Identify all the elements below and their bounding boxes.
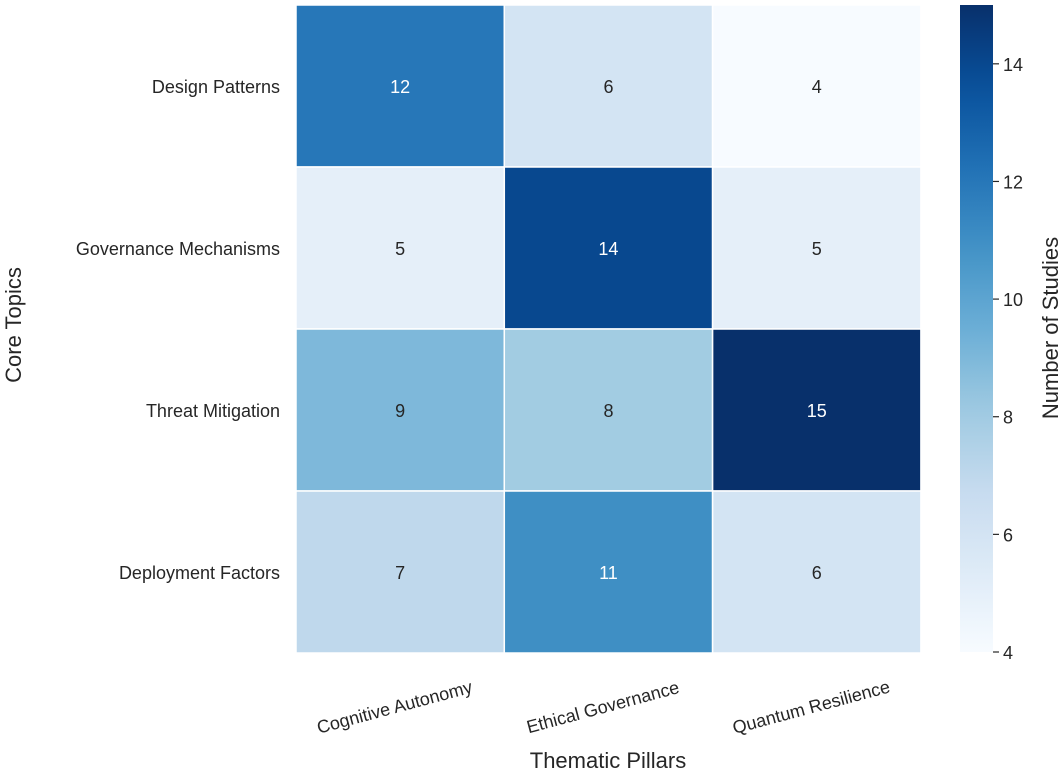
colorbar-tick-label: 14	[1003, 55, 1023, 75]
colorbar-tick-label: 4	[1003, 643, 1013, 663]
y-tick-label: Design Patterns	[152, 77, 280, 97]
heatmap-cell	[503, 166, 714, 330]
cell-value-label: 5	[812, 239, 822, 259]
x-tick-label: Quantum Resilience	[730, 677, 892, 738]
x-axis-ticks: Cognitive Autonomy Ethical Governance Quan…	[315, 677, 892, 738]
colorbar: 4 6 8 10 12 14 Number of Studies	[960, 5, 1063, 663]
cell-value-label: 6	[603, 77, 613, 97]
heatmap-cells	[295, 4, 922, 654]
cell-value-label: 4	[812, 77, 822, 97]
cell-value-label: 5	[395, 239, 405, 259]
colorbar-tick-label: 12	[1003, 172, 1023, 192]
cell-value-label: 14	[598, 239, 618, 259]
cell-value-label: 11	[599, 563, 618, 583]
y-axis-label: Core Topics	[1, 267, 26, 383]
heatmap-cell	[503, 328, 714, 492]
y-tick-label: Governance Mechanisms	[76, 239, 280, 259]
cell-value-label: 8	[603, 401, 613, 421]
heatmap-cell	[711, 490, 922, 654]
y-tick-label: Threat Mitigation	[146, 401, 280, 421]
cell-value-label: 9	[395, 401, 405, 421]
heatmap-cell	[711, 4, 922, 168]
cell-value-label: 6	[812, 563, 822, 583]
x-axis-label: Thematic Pillars	[530, 748, 686, 772]
heatmap-cell	[295, 490, 506, 654]
cell-value-label: 15	[807, 401, 827, 421]
cell-value-label: 12	[390, 77, 410, 97]
colorbar-label: Number of Studies	[1038, 237, 1063, 419]
heatmap-cell	[295, 4, 506, 168]
heatmap-cell	[711, 166, 922, 330]
colorbar-tick-label: 8	[1003, 408, 1013, 428]
heatmap-cell-labels: 12 6 4 5 14 5 9 8 15 7 11 6	[390, 77, 827, 583]
cell-value-label: 7	[395, 563, 405, 583]
colorbar-gradient	[960, 5, 993, 652]
x-tick-label: Ethical Governance	[524, 677, 681, 737]
heatmap-cell	[295, 166, 506, 330]
y-axis-ticks: Design Patterns Governance Mechanisms Thre…	[76, 77, 280, 583]
colorbar-tick-label: 10	[1003, 290, 1023, 310]
y-tick-label: Deployment Factors	[119, 563, 280, 583]
x-tick-label: Cognitive Autonomy	[315, 677, 475, 738]
heatmap-cell	[503, 4, 714, 168]
colorbar-tick-label: 6	[1003, 525, 1013, 545]
colorbar-ticks: 4 6 8 10 12 14	[993, 55, 1023, 663]
